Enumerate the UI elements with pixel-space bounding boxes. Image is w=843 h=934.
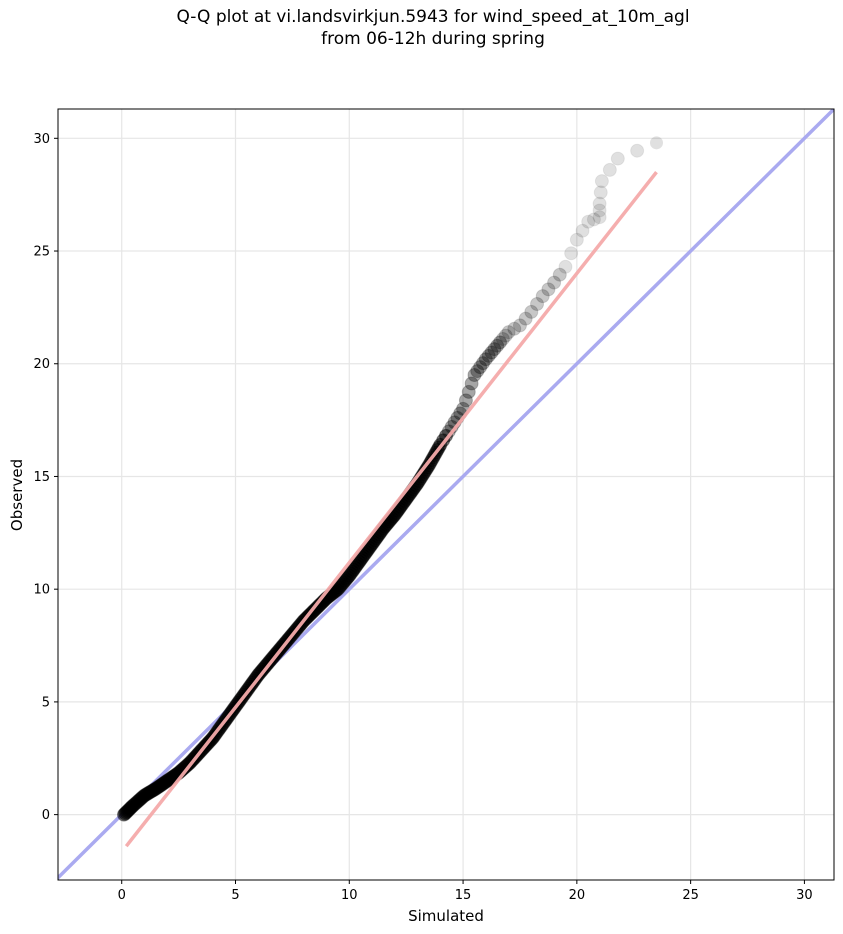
data-point xyxy=(481,348,496,363)
chart-title-line2: from 06-12h during spring xyxy=(321,29,545,49)
data-point xyxy=(592,203,607,218)
data-point xyxy=(552,267,567,282)
data-point xyxy=(464,376,479,391)
x-tick-label: 20 xyxy=(569,888,586,903)
y-tick-label: 5 xyxy=(42,695,50,710)
data-point xyxy=(547,275,562,290)
data-point xyxy=(495,331,510,346)
grid-lines xyxy=(58,109,834,880)
data-point xyxy=(507,321,522,336)
data-point xyxy=(564,246,579,261)
data-point xyxy=(493,335,508,350)
data-point xyxy=(484,345,499,360)
y-tick-label: 20 xyxy=(33,357,50,372)
data-points xyxy=(116,136,663,822)
data-point xyxy=(512,318,527,333)
chart-title-line1: Q-Q plot at vi.landsvirkjun.5943 for win… xyxy=(176,7,690,27)
y-tick-label: 0 xyxy=(42,808,50,823)
data-point xyxy=(592,196,607,211)
data-point xyxy=(569,232,584,247)
data-point xyxy=(610,151,625,166)
identity-line xyxy=(58,109,834,880)
x-tick-label: 25 xyxy=(682,888,699,903)
data-point xyxy=(530,297,545,312)
x-tick-label: 30 xyxy=(796,888,813,903)
data-point xyxy=(475,356,490,371)
data-point xyxy=(501,325,516,340)
data-point xyxy=(490,338,505,353)
data-point xyxy=(535,289,550,304)
data-point xyxy=(592,210,607,225)
data-point xyxy=(586,212,601,227)
data-point xyxy=(467,368,482,383)
data-point xyxy=(630,143,645,158)
data-point xyxy=(524,304,539,319)
fit-line xyxy=(124,171,658,848)
x-tick-label: 5 xyxy=(231,888,239,903)
x-tick-label: 10 xyxy=(341,888,358,903)
data-point xyxy=(473,360,488,375)
chart-title: Q-Q plot at vi.landsvirkjun.5943 for win… xyxy=(0,6,843,50)
data-point xyxy=(541,282,556,297)
x-tick-label: 0 xyxy=(118,888,126,903)
data-point xyxy=(470,364,485,379)
data-point xyxy=(487,342,502,357)
data-point xyxy=(558,259,573,274)
y-tick-label: 10 xyxy=(33,583,50,598)
data-point xyxy=(458,393,473,408)
data-point xyxy=(518,311,533,326)
data-point xyxy=(478,352,493,367)
data-point xyxy=(575,223,590,238)
plot-frame xyxy=(57,108,835,881)
y-tick-label: 15 xyxy=(33,470,50,485)
x-axis-label: Simulated xyxy=(408,907,484,925)
data-point xyxy=(581,214,596,229)
data-point xyxy=(649,136,663,150)
axis-ticks: 0 5 10 15 20 25 30 0 5 10 15 20 25 30 xyxy=(33,132,812,903)
y-axis-label: Observed xyxy=(8,459,26,531)
data-point xyxy=(594,174,609,189)
data-point xyxy=(593,185,608,200)
data-point xyxy=(461,384,476,399)
x-tick-label: 15 xyxy=(455,888,472,903)
y-tick-label: 25 xyxy=(33,245,50,260)
data-point xyxy=(602,162,617,177)
data-point xyxy=(498,328,513,343)
y-tick-label: 30 xyxy=(33,132,50,147)
